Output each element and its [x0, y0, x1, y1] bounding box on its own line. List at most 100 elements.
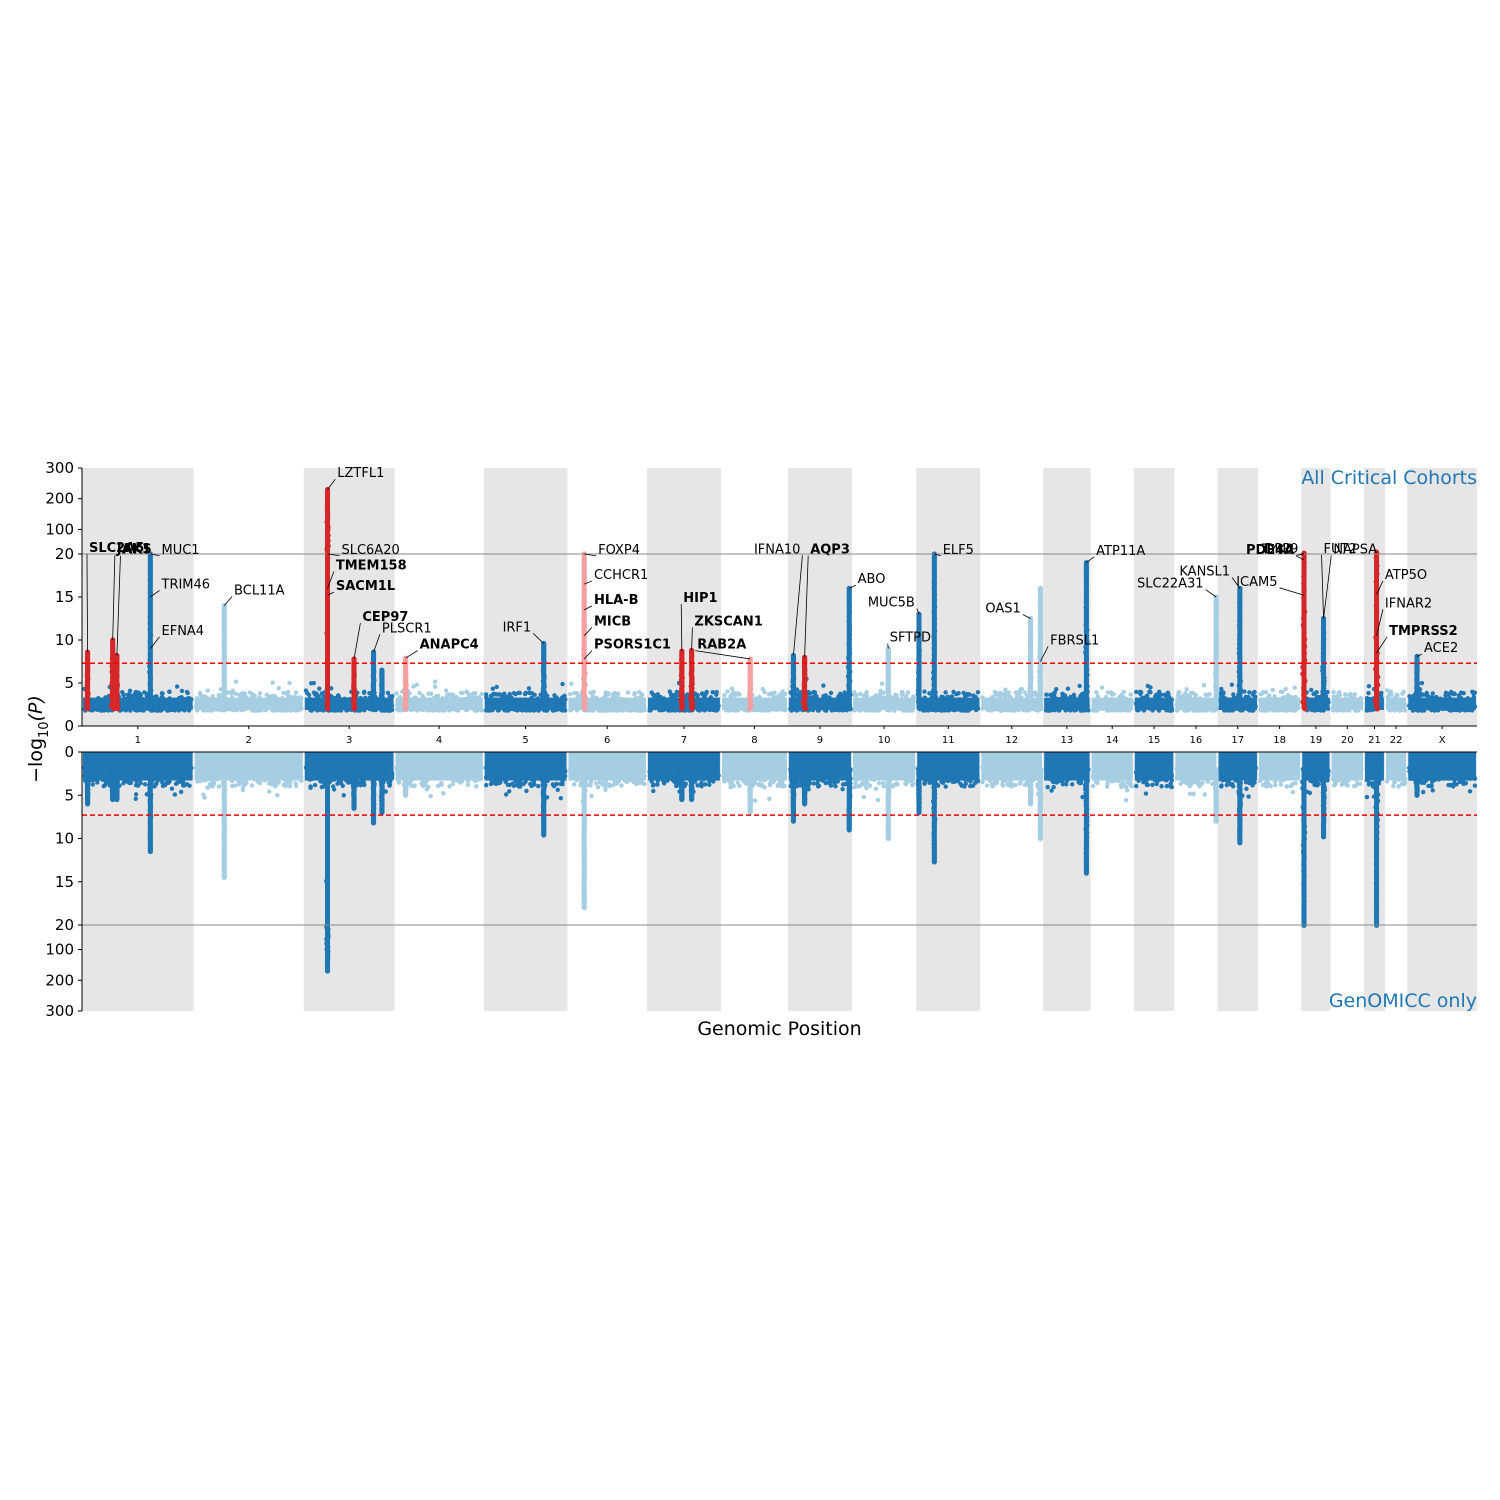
data-point-top	[167, 689, 172, 694]
data-point-bottom	[767, 782, 773, 788]
data-point-bottom	[396, 780, 402, 785]
data-point-bottom	[341, 793, 346, 798]
data-point-top	[1158, 692, 1164, 697]
data-point-bottom	[651, 788, 656, 794]
data-point-bottom	[216, 784, 222, 789]
data-point-bottom	[815, 781, 820, 787]
data-point-top	[1013, 690, 1018, 696]
dense-points-bottom	[1091, 752, 1133, 781]
data-point-top	[270, 680, 275, 685]
data-point-bottom	[441, 791, 446, 796]
chromosome-band-top	[303, 468, 395, 726]
data-point-bottom	[331, 784, 336, 789]
data-point-top	[443, 688, 449, 693]
data-point-top	[417, 690, 422, 696]
data-point-bottom	[1134, 783, 1139, 789]
data-point-top	[879, 681, 885, 686]
data-point-bottom	[1022, 782, 1028, 787]
data-point-top	[495, 692, 500, 697]
data-point-bottom	[1045, 784, 1050, 790]
data-point-top	[567, 691, 573, 697]
data-point-top	[127, 688, 133, 693]
data-point-top	[264, 692, 269, 698]
data-point-top	[293, 690, 299, 695]
data-point-bottom	[595, 784, 601, 790]
data-point-bottom	[1049, 788, 1054, 793]
data-point-bottom	[510, 781, 515, 786]
data-point-bottom	[853, 781, 858, 786]
data-point-bottom	[202, 795, 207, 800]
data-point-bottom	[121, 780, 126, 786]
chromosome-band-top	[916, 468, 981, 726]
data-point-top	[699, 691, 705, 696]
data-point-bottom	[424, 787, 429, 792]
data-point-bottom	[438, 781, 444, 787]
data-point-top	[287, 680, 292, 686]
data-point-bottom	[699, 780, 704, 786]
data-point-bottom	[142, 782, 148, 787]
data-point-top	[121, 692, 126, 698]
data-point-bottom	[276, 780, 281, 785]
chromosome-band-bottom	[787, 752, 853, 1011]
data-point-bottom	[661, 781, 667, 786]
data-point-top	[729, 686, 735, 691]
data-point-top	[922, 689, 927, 694]
dense-points-bottom	[484, 752, 567, 781]
data-point-bottom	[927, 780, 932, 786]
data-point-top	[269, 694, 274, 699]
data-point-bottom	[922, 780, 928, 785]
data-point-bottom	[182, 782, 188, 787]
chromosome-band-top	[483, 468, 568, 726]
data-point-top	[1148, 690, 1153, 695]
data-point-bottom	[1123, 798, 1129, 803]
data-point-top	[796, 692, 801, 698]
chromosome-band-top	[1133, 468, 1175, 726]
data-point-bottom	[237, 781, 242, 787]
data-point-top	[714, 692, 719, 697]
data-point-bottom	[338, 781, 344, 786]
data-point-bottom	[172, 792, 178, 797]
data-point-bottom	[1168, 783, 1173, 788]
data-point-top	[625, 690, 631, 695]
data-point-bottom	[1104, 784, 1110, 789]
data-point-top	[956, 690, 961, 696]
data-point-top	[526, 686, 532, 691]
dense-points-top	[194, 697, 303, 710]
chromosome-band-bottom	[916, 752, 981, 1011]
data-point-bottom	[138, 780, 143, 786]
data-point-bottom	[728, 784, 733, 790]
data-point-top	[458, 690, 464, 696]
data-point-bottom	[506, 789, 512, 794]
data-point-bottom	[308, 784, 313, 789]
data-point-top	[426, 691, 431, 696]
data-point-top	[314, 692, 319, 697]
dense-points-top	[1134, 697, 1174, 710]
data-point-bottom	[532, 782, 537, 787]
dense-points-bottom	[1134, 752, 1174, 781]
data-point-bottom	[1143, 791, 1149, 796]
data-point-top	[1018, 687, 1023, 692]
data-point-top	[210, 694, 215, 699]
data-point-top	[1022, 690, 1028, 695]
data-point-top	[1145, 683, 1151, 689]
data-point-bottom	[133, 792, 139, 797]
data-point-top	[881, 690, 886, 695]
data-point-bottom	[312, 782, 318, 788]
data-point-top	[828, 690, 834, 696]
data-point-top	[965, 692, 971, 697]
data-point-bottom	[1060, 781, 1066, 787]
data-point-bottom	[832, 780, 837, 785]
data-point-top	[490, 686, 496, 691]
data-point-top	[1044, 692, 1049, 697]
data-point-bottom	[992, 780, 997, 785]
data-point-top	[905, 690, 911, 695]
data-point-top	[464, 689, 469, 694]
data-point-top	[729, 693, 734, 698]
data-point-bottom	[558, 795, 564, 801]
data-point-top	[281, 690, 286, 696]
data-point-top	[569, 681, 574, 686]
data-point-top	[385, 690, 391, 696]
data-point-bottom	[703, 782, 708, 787]
data-point-bottom	[1054, 780, 1059, 785]
